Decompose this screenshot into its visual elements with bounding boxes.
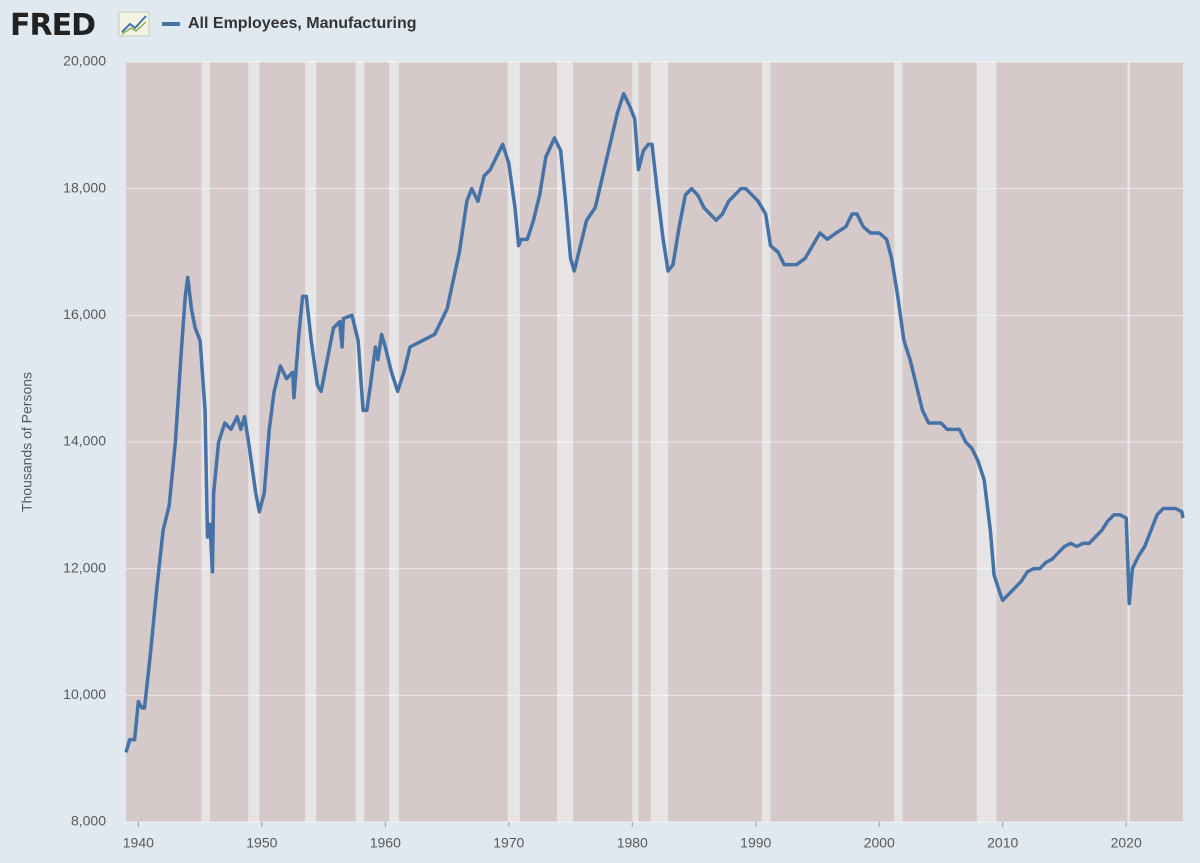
- y-axis-label: Thousands of Persons: [19, 372, 35, 512]
- logo: FRED: [10, 8, 95, 43]
- y-tick-label: 8,000: [71, 813, 106, 829]
- y-tick-label: 10,000: [63, 686, 106, 702]
- y-tick-label: 18,000: [63, 179, 106, 195]
- x-tick-label: 1960: [370, 835, 401, 851]
- x-tick-label: 1950: [246, 835, 277, 851]
- x-tick-label: 1970: [493, 835, 524, 851]
- legend-label: All Employees, Manufacturing: [188, 15, 416, 32]
- x-tick-label: 1980: [617, 835, 648, 851]
- y-tick-label: 16,000: [63, 306, 106, 322]
- x-tick-label: 1940: [123, 835, 154, 851]
- x-tick-label: 2010: [987, 835, 1018, 851]
- y-tick-label: 20,000: [63, 53, 106, 69]
- logo-icon: [118, 11, 150, 37]
- y-tick-label: 12,000: [63, 559, 106, 575]
- y-tick-label: 14,000: [63, 433, 106, 449]
- x-tick-label: 2000: [864, 835, 895, 851]
- x-tick-label: 1990: [740, 835, 771, 851]
- x-tick-label: 2020: [1111, 835, 1142, 851]
- data-line: [124, 91, 1185, 753]
